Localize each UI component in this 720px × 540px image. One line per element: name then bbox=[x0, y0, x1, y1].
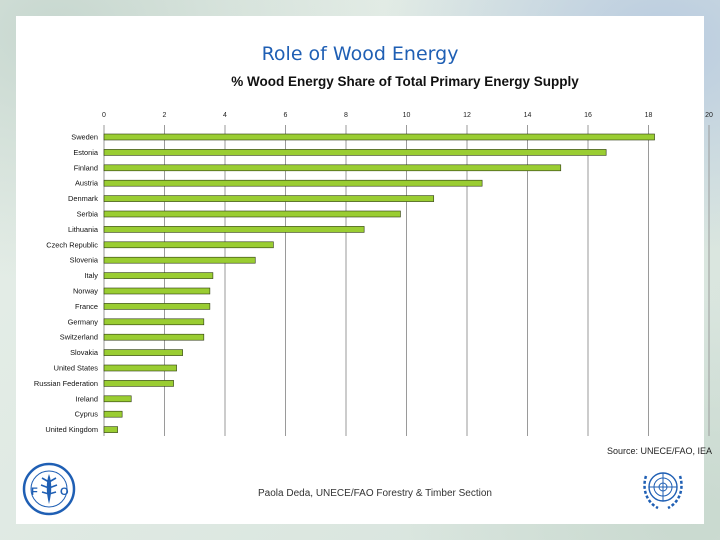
x-tick-label: 0 bbox=[102, 112, 106, 119]
bar bbox=[103, 426, 118, 433]
y-category-label: Germany bbox=[68, 317, 99, 326]
y-category-label: Lithuania bbox=[68, 225, 99, 234]
y-category-label: Ireland bbox=[75, 394, 98, 403]
x-tick-label: 2 bbox=[163, 112, 167, 119]
x-tick-label: 4 bbox=[223, 112, 227, 119]
y-category-label: France bbox=[75, 302, 98, 311]
y-category-label: Switzerland bbox=[60, 333, 98, 342]
y-category-label: Italy bbox=[84, 271, 98, 280]
x-tick-label: 16 bbox=[584, 112, 592, 119]
un-emblem-icon bbox=[643, 472, 683, 510]
y-category-label: Czech Republic bbox=[46, 240, 98, 249]
bar bbox=[103, 349, 183, 356]
bar bbox=[103, 287, 211, 295]
bar bbox=[103, 410, 123, 418]
x-tick-label: 14 bbox=[524, 112, 532, 119]
y-category-label: Norway bbox=[73, 287, 98, 296]
bar bbox=[103, 179, 483, 187]
bar bbox=[103, 318, 205, 326]
bar bbox=[103, 149, 607, 156]
y-category-label: Estonia bbox=[73, 148, 99, 157]
slide-canvas: Role of Wood Energy bbox=[16, 16, 704, 524]
bar bbox=[103, 164, 562, 172]
bar bbox=[103, 380, 174, 387]
y-category-label: Cyprus bbox=[75, 410, 99, 419]
bar bbox=[103, 303, 211, 310]
y-category-label: United States bbox=[54, 364, 99, 373]
y-category-label: Serbia bbox=[77, 210, 99, 219]
y-category-label: Austria bbox=[75, 179, 99, 188]
bar bbox=[103, 256, 256, 264]
x-tick-label: 20 bbox=[705, 112, 713, 119]
y-category-label: Slovakia bbox=[70, 348, 99, 357]
footer-text: Paola Deda, UNECE/FAO Forestry & Timber … bbox=[258, 488, 492, 499]
chart-title: % Wood Energy Share of Total Primary Ene… bbox=[231, 74, 579, 89]
fao-logo-icon: F O bbox=[22, 462, 76, 516]
y-category-label: Denmark bbox=[68, 194, 98, 203]
x-tick-label: 6 bbox=[284, 112, 288, 119]
y-category-label: Slovenia bbox=[70, 256, 99, 265]
y-category-label: Sweden bbox=[71, 133, 98, 142]
bar bbox=[103, 272, 214, 279]
x-tick-label: 18 bbox=[645, 112, 653, 119]
bar bbox=[103, 226, 365, 233]
bar bbox=[103, 195, 435, 202]
bar bbox=[103, 364, 177, 372]
bar bbox=[103, 333, 205, 341]
y-category-label: Russian Federation bbox=[34, 379, 98, 388]
fao-logo-letter-o: O bbox=[60, 486, 69, 498]
x-tick-label: 12 bbox=[463, 112, 471, 119]
bar bbox=[103, 241, 274, 249]
bar bbox=[103, 133, 655, 141]
bar bbox=[103, 210, 401, 218]
fao-logo-letter-f: F bbox=[31, 486, 38, 498]
y-category-label: Finland bbox=[74, 163, 98, 172]
x-tick-label: 10 bbox=[403, 112, 411, 119]
source-note: Source: UNECE/FAO, IEA bbox=[606, 446, 712, 456]
x-tick-label: 8 bbox=[344, 112, 348, 119]
y-category-label: United Kingdom bbox=[45, 425, 98, 434]
slide-title: Role of Wood Energy bbox=[261, 43, 459, 65]
bar bbox=[103, 395, 132, 403]
